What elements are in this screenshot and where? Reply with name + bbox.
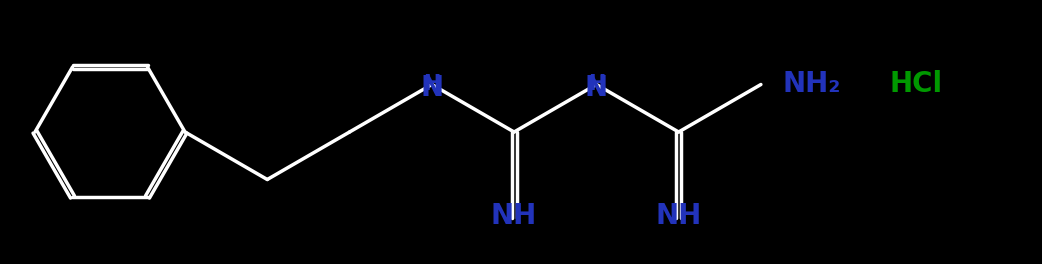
- Text: NH₂: NH₂: [783, 70, 841, 98]
- Text: NH: NH: [491, 201, 538, 229]
- Text: H: H: [423, 74, 441, 95]
- Text: N: N: [420, 74, 444, 102]
- Text: NH: NH: [655, 201, 701, 229]
- Text: HCl: HCl: [889, 70, 942, 98]
- Text: H: H: [588, 74, 605, 95]
- Text: N: N: [585, 74, 607, 102]
